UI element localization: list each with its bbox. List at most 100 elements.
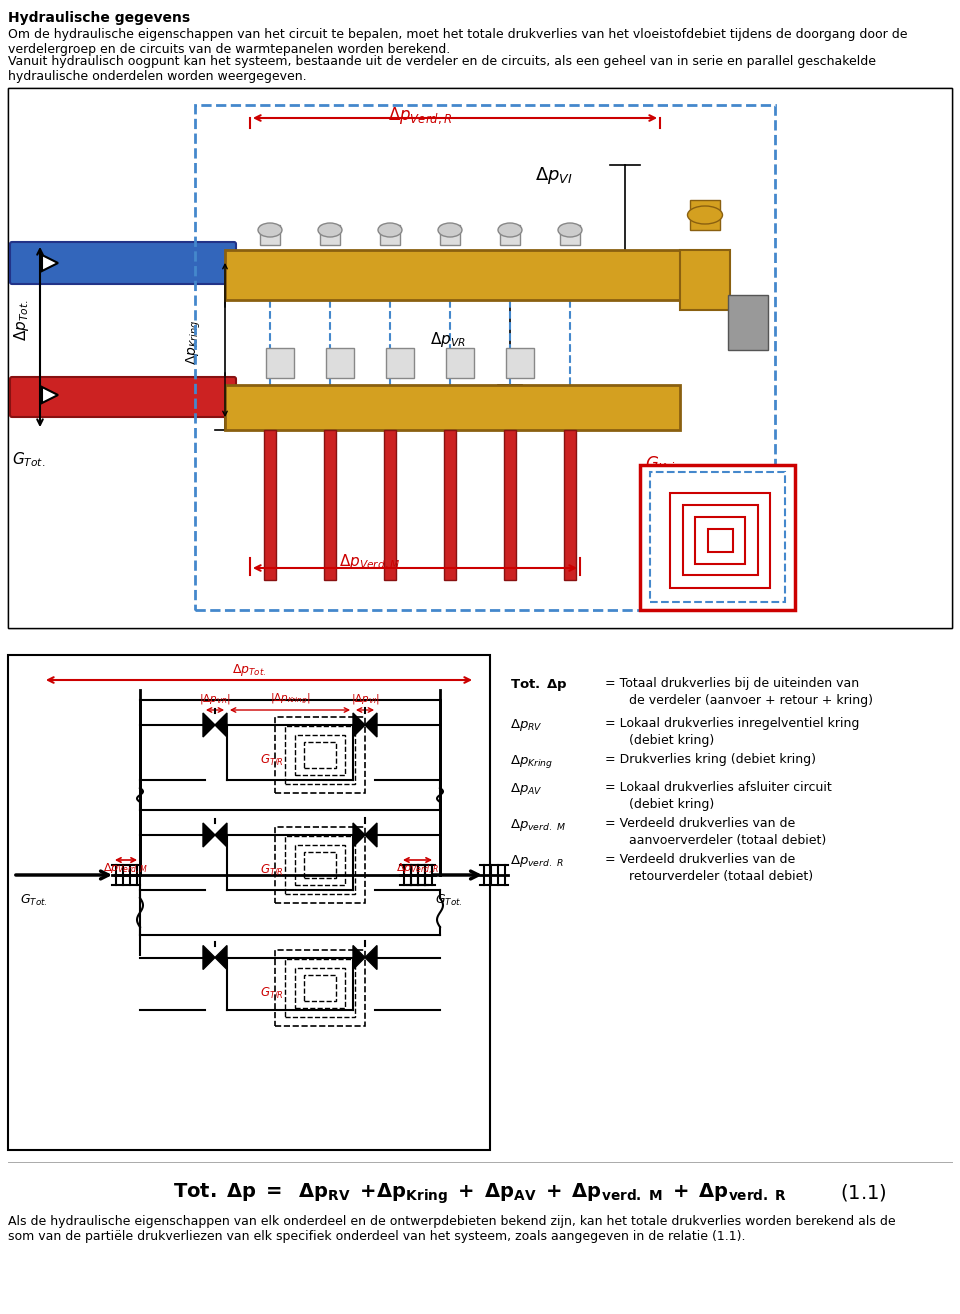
Text: = Verdeeld drukverlies van de
      aanvoerverdeler (totaal debiet): = Verdeeld drukverlies van de aanvoerver… bbox=[605, 817, 827, 848]
Bar bbox=[320, 225, 340, 244]
Bar bbox=[324, 430, 336, 579]
Bar bbox=[440, 225, 460, 244]
Ellipse shape bbox=[558, 223, 582, 237]
Text: $\Delta p_{Kring}$: $\Delta p_{Kring}$ bbox=[510, 753, 553, 770]
Text: $G_{Kring}$: $G_{Kring}$ bbox=[645, 455, 690, 478]
Bar bbox=[690, 200, 720, 230]
Bar bbox=[683, 505, 758, 576]
Ellipse shape bbox=[687, 206, 723, 223]
Text: $(1.1)$: $(1.1)$ bbox=[840, 1183, 887, 1204]
Polygon shape bbox=[353, 714, 365, 737]
Bar bbox=[326, 348, 354, 378]
Text: $|\Delta p_{VI}|$: $|\Delta p_{VI}|$ bbox=[350, 692, 379, 706]
Text: $G_{T/R}$: $G_{T/R}$ bbox=[260, 986, 283, 1000]
Text: $\Delta p_{VR}$: $\Delta p_{VR}$ bbox=[430, 330, 466, 350]
Bar bbox=[304, 851, 336, 878]
Polygon shape bbox=[365, 714, 377, 737]
Bar bbox=[500, 225, 520, 244]
Bar bbox=[285, 727, 355, 784]
Bar bbox=[446, 348, 474, 378]
Bar bbox=[304, 742, 336, 767]
Bar bbox=[285, 836, 355, 894]
Text: $\Delta p_{verd.\ M}$: $\Delta p_{verd.\ M}$ bbox=[510, 817, 565, 833]
Bar bbox=[695, 516, 745, 564]
Text: = Drukverlies kring (debiet kring): = Drukverlies kring (debiet kring) bbox=[605, 753, 816, 766]
Bar bbox=[8, 88, 952, 628]
Text: $\Delta p_{Verd,M}$: $\Delta p_{Verd,M}$ bbox=[339, 553, 400, 573]
Text: $\Delta p_{VI}$: $\Delta p_{VI}$ bbox=[535, 166, 573, 187]
Polygon shape bbox=[365, 823, 377, 848]
Text: = Totaal drukverlies bij de uiteinden van
      de verdeler (aanvoer + retour + : = Totaal drukverlies bij de uiteinden va… bbox=[605, 677, 873, 707]
Text: $\Delta p_{RV}$: $\Delta p_{RV}$ bbox=[510, 717, 542, 733]
Text: $|\Delta p_{Kring}|$: $|\Delta p_{Kring}|$ bbox=[270, 691, 310, 706]
Bar bbox=[260, 225, 280, 244]
Bar bbox=[195, 105, 775, 610]
Polygon shape bbox=[215, 946, 227, 970]
Bar bbox=[708, 530, 733, 552]
Bar bbox=[225, 250, 680, 300]
Bar bbox=[8, 88, 952, 628]
Bar bbox=[680, 250, 730, 310]
Bar bbox=[506, 348, 534, 378]
Bar bbox=[728, 296, 768, 350]
Text: = Lokaal drukverlies inregelventiel kring
      (debiet kring): = Lokaal drukverlies inregelventiel krin… bbox=[605, 717, 859, 746]
Bar bbox=[8, 654, 490, 1150]
Text: $\Delta p_{Verd,R}$: $\Delta p_{Verd,R}$ bbox=[396, 862, 440, 878]
Bar bbox=[285, 958, 355, 1017]
Bar bbox=[640, 465, 795, 610]
Polygon shape bbox=[353, 946, 365, 970]
Bar bbox=[444, 430, 456, 579]
Text: $G_{T/R}$: $G_{T/R}$ bbox=[260, 753, 283, 767]
Polygon shape bbox=[42, 388, 58, 403]
Bar bbox=[504, 430, 516, 579]
Text: $G_{Tot.}$: $G_{Tot.}$ bbox=[435, 894, 463, 908]
Bar bbox=[295, 735, 345, 775]
Text: $G_{T/R}$: $G_{T/R}$ bbox=[260, 863, 283, 878]
Text: Vanuit hydraulisch oogpunt kan het systeem, bestaande uit de verdeler en de circ: Vanuit hydraulisch oogpunt kan het syste… bbox=[8, 55, 876, 83]
Text: $\Delta p_{verd.\ R}$: $\Delta p_{verd.\ R}$ bbox=[510, 853, 564, 869]
Ellipse shape bbox=[498, 223, 522, 237]
Bar bbox=[266, 348, 294, 378]
Text: $\mathbf{Tot.\ \Delta p\ =\ \ \Delta p_{RV}\ +\!\Delta p_{Kring}\ +\ \Delta p_{A: $\mathbf{Tot.\ \Delta p\ =\ \ \Delta p_{… bbox=[173, 1183, 787, 1206]
Bar bbox=[564, 430, 576, 579]
Text: $G_{Tot.}$: $G_{Tot.}$ bbox=[20, 894, 47, 908]
Ellipse shape bbox=[258, 223, 282, 237]
Bar bbox=[560, 225, 580, 244]
Text: $|\Delta p_{VR}|$: $|\Delta p_{VR}|$ bbox=[199, 692, 230, 706]
Bar bbox=[304, 975, 336, 1000]
Polygon shape bbox=[353, 823, 365, 848]
Text: $\Delta p_{Kring}$: $\Delta p_{Kring}$ bbox=[185, 321, 204, 365]
Polygon shape bbox=[203, 714, 215, 737]
Polygon shape bbox=[203, 946, 215, 970]
Text: $\Delta p_{AV}$: $\Delta p_{AV}$ bbox=[510, 781, 542, 798]
Text: $\Delta p_{Tot.}$: $\Delta p_{Tot.}$ bbox=[12, 300, 31, 340]
FancyBboxPatch shape bbox=[10, 242, 236, 284]
Bar bbox=[275, 950, 365, 1025]
Bar bbox=[264, 430, 276, 579]
Polygon shape bbox=[42, 255, 58, 271]
Text: $\mathbf{Tot.\ \Delta p}$: $\mathbf{Tot.\ \Delta p}$ bbox=[510, 677, 567, 692]
Text: $\Delta p_{Verd,M}$: $\Delta p_{Verd,M}$ bbox=[104, 862, 149, 878]
Text: $\Delta p_{Tot.}$: $\Delta p_{Tot.}$ bbox=[232, 662, 266, 678]
Bar bbox=[295, 967, 345, 1008]
Polygon shape bbox=[215, 714, 227, 737]
Bar bbox=[380, 225, 400, 244]
Polygon shape bbox=[203, 823, 215, 848]
Bar bbox=[275, 717, 365, 794]
Bar bbox=[650, 472, 785, 602]
Bar bbox=[386, 348, 414, 378]
Ellipse shape bbox=[378, 223, 402, 237]
Bar bbox=[670, 493, 770, 587]
Polygon shape bbox=[365, 946, 377, 970]
Ellipse shape bbox=[318, 223, 342, 237]
Bar bbox=[384, 430, 396, 579]
FancyBboxPatch shape bbox=[10, 377, 236, 417]
Text: Om de hydraulische eigenschappen van het circuit te bepalen, moet het totale dru: Om de hydraulische eigenschappen van het… bbox=[8, 28, 907, 57]
Text: Hydraulische gegevens: Hydraulische gegevens bbox=[8, 11, 190, 25]
Text: $\Delta p_{Verd,R}$: $\Delta p_{Verd,R}$ bbox=[388, 105, 452, 126]
Polygon shape bbox=[215, 823, 227, 848]
Text: Als de hydraulische eigenschappen van elk onderdeel en de ontwerpdebieten bekend: Als de hydraulische eigenschappen van el… bbox=[8, 1215, 896, 1243]
Bar bbox=[295, 845, 345, 886]
Text: = Lokaal drukverlies afsluiter circuit
      (debiet kring): = Lokaal drukverlies afsluiter circuit (… bbox=[605, 781, 831, 811]
Bar bbox=[275, 827, 365, 903]
